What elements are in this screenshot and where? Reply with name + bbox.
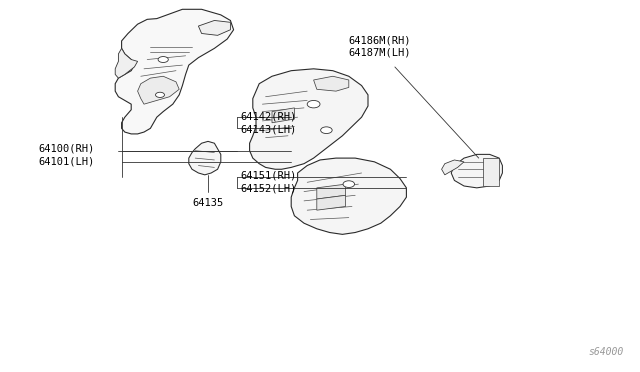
Polygon shape [317,195,346,210]
Polygon shape [442,160,464,175]
Polygon shape [250,69,368,169]
Text: s64000: s64000 [589,347,624,357]
Polygon shape [138,76,179,104]
Circle shape [307,100,320,108]
Polygon shape [451,154,502,188]
Text: 64101(LH): 64101(LH) [38,157,95,167]
Polygon shape [483,158,499,186]
Circle shape [156,92,164,97]
Text: 64152(LH): 64152(LH) [240,184,296,194]
Polygon shape [198,20,230,35]
Polygon shape [291,158,406,234]
Text: 64143(LH): 64143(LH) [240,124,296,134]
Polygon shape [189,141,221,175]
Polygon shape [115,9,234,134]
Polygon shape [314,76,349,91]
Text: 64187M(LH): 64187M(LH) [349,48,412,58]
Circle shape [158,57,168,62]
Text: 64142(RH): 64142(RH) [240,111,296,121]
Polygon shape [115,48,138,78]
Text: 64186M(RH): 64186M(RH) [349,36,412,46]
Polygon shape [272,108,294,123]
Polygon shape [317,184,346,199]
Circle shape [321,127,332,134]
Text: 64151(RH): 64151(RH) [240,171,296,180]
Text: 64135: 64135 [193,198,223,208]
Text: 64100(RH): 64100(RH) [38,144,95,154]
Circle shape [343,181,355,187]
